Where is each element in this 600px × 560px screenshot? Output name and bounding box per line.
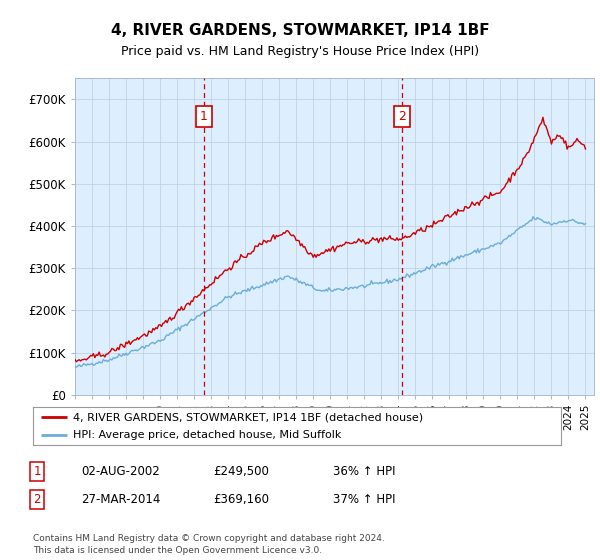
- Text: 1: 1: [200, 110, 208, 123]
- Text: Contains HM Land Registry data © Crown copyright and database right 2024.
This d: Contains HM Land Registry data © Crown c…: [33, 534, 385, 555]
- Text: 27-MAR-2014: 27-MAR-2014: [81, 493, 160, 506]
- Text: 1: 1: [34, 465, 41, 478]
- Text: 2: 2: [34, 493, 41, 506]
- Text: 4, RIVER GARDENS, STOWMARKET, IP14 1BF: 4, RIVER GARDENS, STOWMARKET, IP14 1BF: [110, 24, 490, 38]
- Text: 36% ↑ HPI: 36% ↑ HPI: [333, 465, 395, 478]
- Text: Price paid vs. HM Land Registry's House Price Index (HPI): Price paid vs. HM Land Registry's House …: [121, 45, 479, 58]
- Text: 2: 2: [398, 110, 406, 123]
- Text: £249,500: £249,500: [213, 465, 269, 478]
- Text: 4, RIVER GARDENS, STOWMARKET, IP14 1BF (detached house): 4, RIVER GARDENS, STOWMARKET, IP14 1BF (…: [73, 412, 423, 422]
- Text: HPI: Average price, detached house, Mid Suffolk: HPI: Average price, detached house, Mid …: [73, 430, 341, 440]
- Text: 02-AUG-2002: 02-AUG-2002: [81, 465, 160, 478]
- Text: £369,160: £369,160: [213, 493, 269, 506]
- Text: 37% ↑ HPI: 37% ↑ HPI: [333, 493, 395, 506]
